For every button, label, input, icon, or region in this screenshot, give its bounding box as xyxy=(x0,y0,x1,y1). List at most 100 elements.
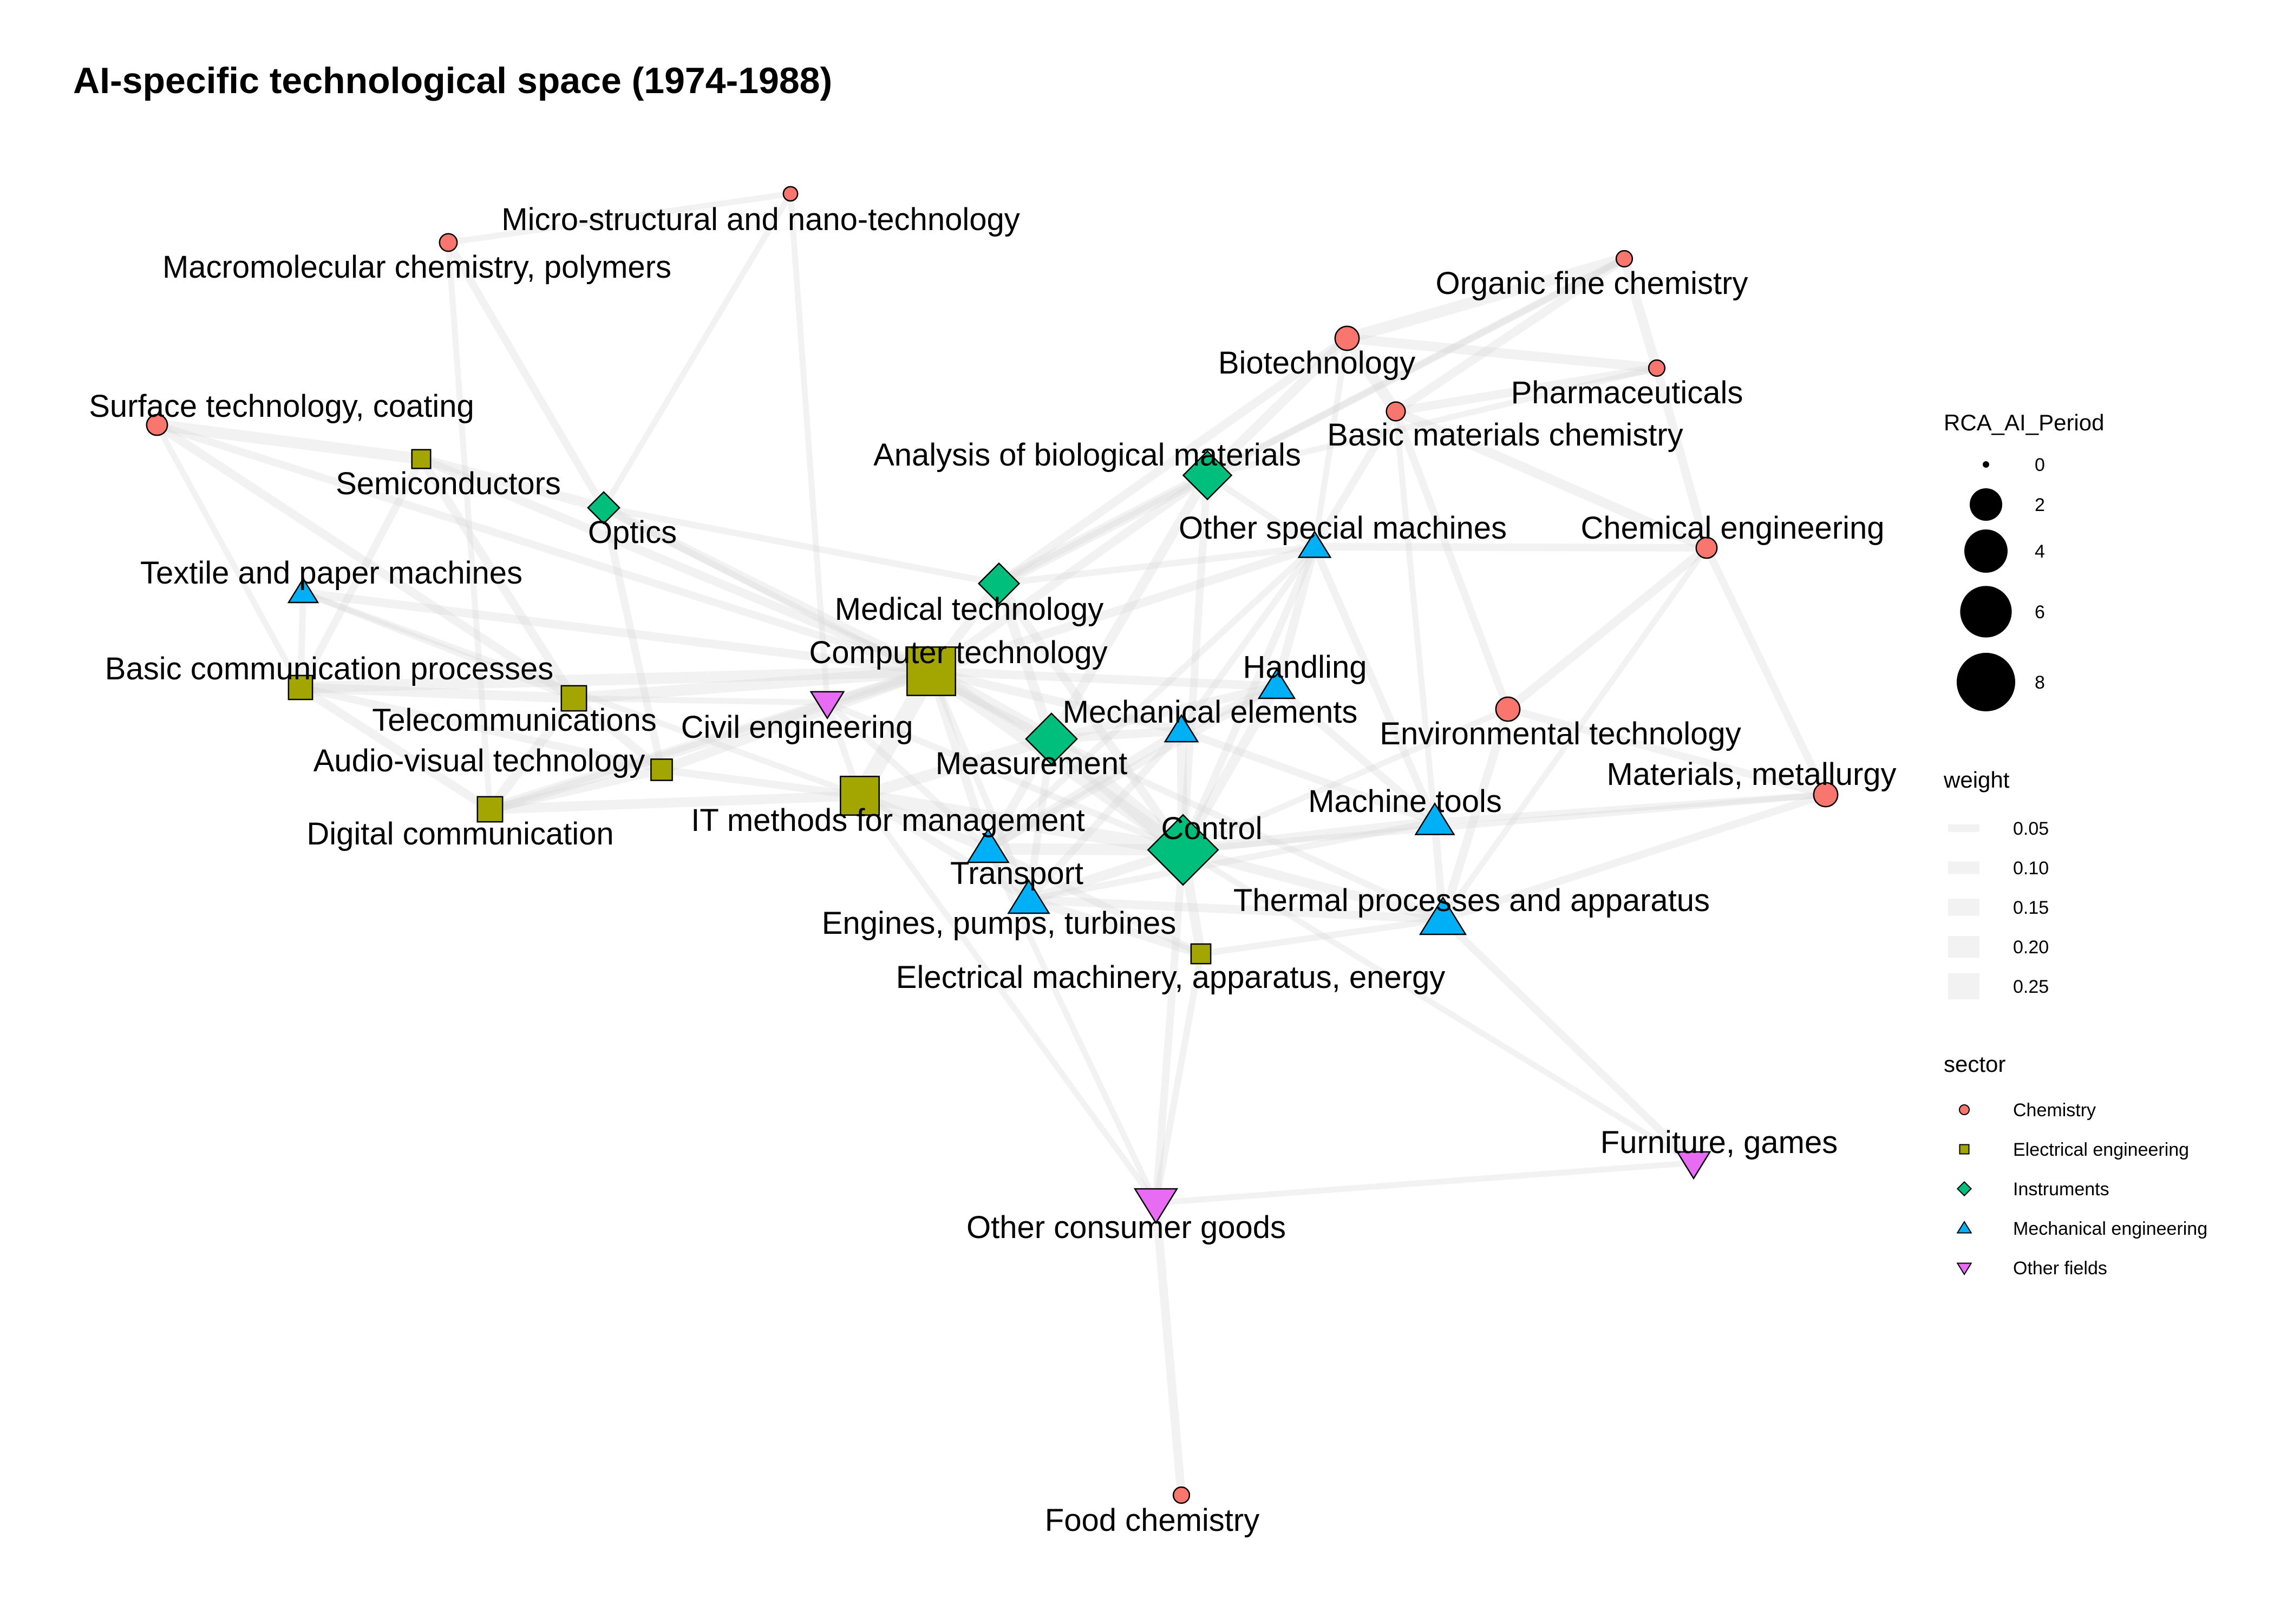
node-label-micro: Micro-structural and nano-technology xyxy=(501,202,1020,237)
edge-organic-basicmat xyxy=(1393,255,1627,415)
node-textile xyxy=(287,577,319,604)
edge-measure-transport xyxy=(984,737,1055,851)
node-label-pharma: Pharmaceuticals xyxy=(1511,375,1743,410)
legend-sector-label: Other fields xyxy=(2013,1258,2107,1279)
edge-biotech-pharma xyxy=(1347,333,1657,373)
node-label-itmethods: IT methods for management xyxy=(691,803,1085,838)
edge-pharma-basicmat xyxy=(1395,364,1658,416)
edge-civil-transport xyxy=(825,700,991,852)
node-mechel xyxy=(1164,713,1199,743)
edge-furniture-control xyxy=(1181,847,1695,1165)
edge-basiccomm-digcomm xyxy=(298,684,493,813)
edge-otherspec-handling xyxy=(1272,545,1319,688)
node-chemeng xyxy=(1695,536,1718,559)
legend-size-label: 0 xyxy=(2035,455,2045,475)
edge-control-civil xyxy=(826,699,1185,853)
node-label-electrical: Electrical machinery, apparatus, energy xyxy=(896,960,1445,995)
node-audiovis xyxy=(650,758,673,781)
edge-audiovis-itmethods xyxy=(661,766,860,800)
legend-weight-swatch xyxy=(1948,861,1979,874)
edge-control-thermal xyxy=(1181,845,1445,924)
node-thermal xyxy=(1419,896,1467,935)
legend-sector-label: Chemistry xyxy=(2013,1100,2096,1121)
node-label-handling: Handling xyxy=(1243,650,1367,685)
node-label-digcomm: Digital communication xyxy=(306,816,613,852)
node-optics xyxy=(587,491,620,525)
node-label-otherspec: Other special machines xyxy=(1179,510,1507,546)
edge-textile-comptech xyxy=(303,588,932,676)
node-label-transport: Transport xyxy=(950,856,1083,891)
edge-control-handling xyxy=(1179,684,1281,853)
node-label-thermal: Thermal processes and apparatus xyxy=(1233,883,1710,918)
legend-size-swatch xyxy=(1964,529,2008,573)
legend-sector-label: Instruments xyxy=(2013,1179,2109,1200)
legend-weight-title: weight xyxy=(1943,767,2010,793)
edge-transport-electrical xyxy=(986,845,1203,958)
legend-sector-label: Electrical engineering xyxy=(2013,1140,2189,1160)
edge-chemeng-matmet xyxy=(1703,546,1829,797)
edge-biotech-analysis xyxy=(1204,335,1351,479)
edge-surface-telecom xyxy=(154,421,577,702)
labels-layer: Micro-structural and nano-technology Macr… xyxy=(89,202,1896,1538)
node-otherconsumer xyxy=(1133,1188,1179,1224)
node-label-basiccomm: Basic communication processes xyxy=(105,651,553,686)
edge-textile-basiccomm xyxy=(297,592,306,688)
legend-size-swatch xyxy=(1983,461,1989,468)
node-label-semi: Semiconductors xyxy=(336,466,561,501)
edge-digcomm-itmethods xyxy=(489,791,860,814)
legend-weight-label: 0.20 xyxy=(2013,937,2049,958)
node-analysis xyxy=(1182,450,1233,501)
node-otherspec xyxy=(1297,530,1332,558)
node-label-macro: Macromolecular chemistry, polymers xyxy=(162,250,671,285)
node-label-mechel: Mechanical elements xyxy=(1063,695,1358,730)
edge-telecom-digcomm xyxy=(486,695,578,813)
edge-measure-thermal xyxy=(1050,736,1445,922)
legend-size-label: 8 xyxy=(2035,672,2045,693)
node-engines xyxy=(1007,879,1050,914)
node-electrical xyxy=(1190,943,1212,965)
node-label-basicmat: Basic materials chemistry xyxy=(1327,417,1683,453)
edge-telecom-audiovis xyxy=(571,695,665,774)
edge-macro-digcomm xyxy=(445,242,493,810)
edge-comptech-handling xyxy=(931,667,1277,691)
edge-optics-medtech xyxy=(603,505,1000,587)
edge-digcomm-comptech xyxy=(488,665,933,815)
edge-handling-transport xyxy=(986,683,1279,853)
legend-sector-swatch xyxy=(1956,1220,1972,1234)
node-label-envtech: Environmental technology xyxy=(1380,716,1741,751)
legend-sector-swatch xyxy=(1956,1181,1972,1197)
node-biotech xyxy=(1334,325,1360,351)
legend-weight-swatch xyxy=(1948,973,1979,1000)
node-furniture xyxy=(1676,1151,1711,1180)
edge-basicmat-otherspec xyxy=(1311,409,1400,549)
edge-matmet-machtools xyxy=(1434,791,1826,825)
edge-matmet-thermal xyxy=(1441,791,1827,923)
legend-sector-swatch xyxy=(1959,1144,1970,1155)
edge-biotech-basicmat xyxy=(1342,335,1401,415)
edge-measure-engines xyxy=(1025,738,1055,900)
edge-semi-comptech xyxy=(419,455,933,676)
edge-envtech-matmet xyxy=(1507,705,1827,798)
node-label-organic: Organic fine chemistry xyxy=(1436,266,1748,301)
edge-optics-comptech xyxy=(601,503,934,676)
edge-itmethods-transport xyxy=(858,791,990,854)
node-label-control: Control xyxy=(1161,811,1263,846)
edge-otherspec-mechel xyxy=(1179,545,1317,733)
edge-mechel-transport xyxy=(985,727,1184,853)
node-basiccomm xyxy=(287,675,313,700)
node-food xyxy=(1172,1486,1191,1504)
edge-medtech-control xyxy=(995,581,1187,853)
edge-basiccomm-telecom xyxy=(300,683,574,703)
legend-weight-swatch xyxy=(1948,899,1979,916)
edge-comptech-engines xyxy=(928,670,1032,901)
node-organic xyxy=(1615,250,1633,268)
edge-otherconsumer-furniture xyxy=(1155,1160,1694,1206)
edge-optics-audiovis xyxy=(600,507,665,771)
node-micro xyxy=(782,186,799,202)
edge-organic-pharma xyxy=(1619,257,1662,370)
node-label-optics: Optics xyxy=(588,515,677,550)
node-label-civil: Civil engineering xyxy=(681,710,913,745)
edge-comptech-mechel xyxy=(930,667,1182,735)
edge-comptech-otherspec xyxy=(930,542,1316,676)
node-civil xyxy=(809,691,845,720)
